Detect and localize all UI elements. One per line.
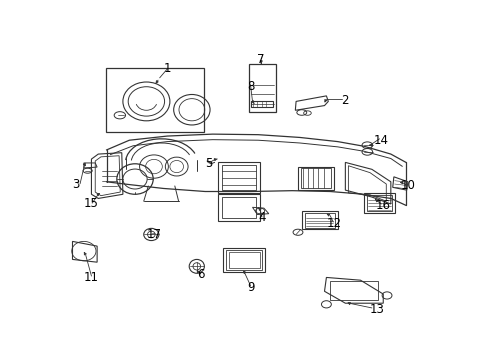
Bar [218,194,260,221]
Bar [105,68,204,132]
Bar [222,197,256,218]
Text: 14: 14 [373,134,388,147]
Bar [218,162,260,193]
Text: 16: 16 [375,199,390,212]
Bar [300,168,330,188]
Bar [301,211,337,229]
Bar [297,167,333,190]
Bar [250,102,273,107]
Text: 7: 7 [257,53,264,66]
Text: 8: 8 [246,80,254,93]
Bar [304,213,334,228]
Text: 2: 2 [341,94,348,107]
Text: 13: 13 [369,303,384,316]
Bar [329,281,377,301]
Bar [366,195,391,211]
Bar [226,250,262,270]
Text: 3: 3 [72,178,80,191]
Bar [222,165,256,190]
Text: 15: 15 [84,198,99,211]
Bar [248,64,275,112]
Text: 5: 5 [205,157,212,170]
Text: 12: 12 [326,217,341,230]
Text: 17: 17 [146,228,161,241]
Text: 6: 6 [197,268,204,281]
Text: 11: 11 [84,271,99,284]
Text: 9: 9 [246,281,254,294]
Text: 4: 4 [258,211,265,224]
Text: 1: 1 [163,62,171,75]
Bar [223,248,264,272]
Bar [364,193,394,213]
Bar [228,252,259,268]
Text: 10: 10 [400,179,414,193]
